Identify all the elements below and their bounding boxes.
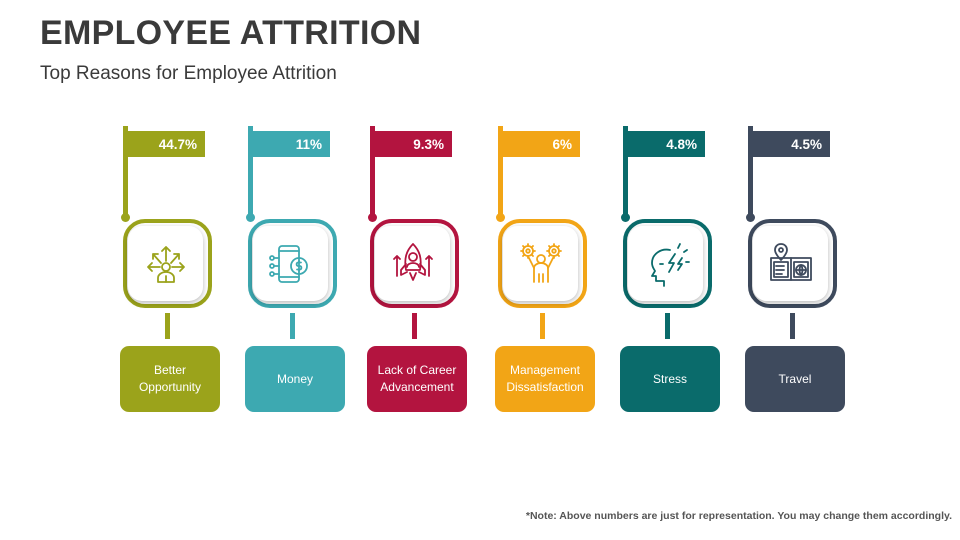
- icon-frame: [123, 219, 212, 308]
- reason-item-stress: 4.8% Stress: [620, 0, 746, 540]
- opportunity-arrows-person-icon: [146, 245, 185, 283]
- connector-dot: [621, 213, 630, 222]
- value-text: 11%: [295, 136, 322, 152]
- flag-pole: [498, 126, 503, 217]
- footnote: *Note: Above numbers are just for repres…: [525, 510, 952, 522]
- icon-tile: [753, 226, 828, 301]
- flag-pole: [248, 126, 253, 217]
- connector-dot: [246, 213, 255, 222]
- icon-frame: [498, 219, 587, 308]
- flag-pole: [123, 126, 128, 217]
- connector-dot: [496, 213, 505, 222]
- value-flag: 4.8%: [623, 131, 705, 157]
- connector-stem: [412, 313, 417, 339]
- reason-item-money: 11% Money: [245, 0, 371, 540]
- connector-dot: [121, 213, 130, 222]
- value-text: 4.8%: [666, 136, 697, 152]
- icon-tile: [253, 226, 328, 301]
- icon-tile: [628, 226, 703, 301]
- connector-stem: [790, 313, 795, 339]
- mobile-money-icon: [268, 244, 308, 283]
- reason-label: Management Dissatisfaction: [495, 346, 595, 412]
- reason-item-career-advancement: 9.3% Lack of Career Advancement: [367, 0, 493, 540]
- value-flag: 11%: [248, 131, 330, 157]
- connector-stem: [165, 313, 170, 339]
- flag-pole: [748, 126, 753, 217]
- rocket-career-icon: [392, 242, 433, 281]
- reason-item-better-opportunity: 44.7% Better Opportunity: [120, 0, 246, 540]
- value-text: 44.7%: [158, 136, 197, 152]
- icon-tile: [375, 226, 450, 301]
- value-flag: 9.3%: [370, 131, 452, 157]
- icon-frame: [370, 219, 459, 308]
- reason-label: Travel: [745, 346, 845, 412]
- reason-label: Better Opportunity: [120, 346, 220, 412]
- stressed-head-icon: [650, 242, 690, 287]
- flag-pole: [370, 126, 375, 217]
- value-text: 9.3%: [413, 136, 444, 152]
- connector-dot: [368, 213, 377, 222]
- reason-item-management-dissatisfaction: 6% Management Dissatisfaction: [495, 0, 621, 540]
- icon-frame: [248, 219, 337, 308]
- travel-map-book-icon: [769, 242, 812, 281]
- connector-stem: [290, 313, 295, 339]
- icon-frame: [623, 219, 712, 308]
- reason-label: Lack of Career Advancement: [367, 346, 467, 412]
- value-text: 6%: [552, 136, 572, 152]
- value-flag: 4.5%: [748, 131, 830, 157]
- page-title: EMPLOYEE ATTRITION: [40, 14, 422, 52]
- icon-frame: [748, 219, 837, 308]
- value-flag: 6%: [498, 131, 580, 157]
- icon-tile: [503, 226, 578, 301]
- manager-gears-icon: [519, 242, 562, 283]
- value-flag: 44.7%: [123, 131, 205, 157]
- reason-label: Stress: [620, 346, 720, 412]
- reason-item-travel: 4.5% Travel: [745, 0, 871, 540]
- page-subtitle: Top Reasons for Employee Attrition: [40, 63, 337, 84]
- icon-tile: [128, 226, 203, 301]
- connector-stem: [665, 313, 670, 339]
- connector-stem: [540, 313, 545, 339]
- flag-pole: [623, 126, 628, 217]
- reason-label: Money: [245, 346, 345, 412]
- connector-dot: [746, 213, 755, 222]
- value-text: 4.5%: [791, 136, 822, 152]
